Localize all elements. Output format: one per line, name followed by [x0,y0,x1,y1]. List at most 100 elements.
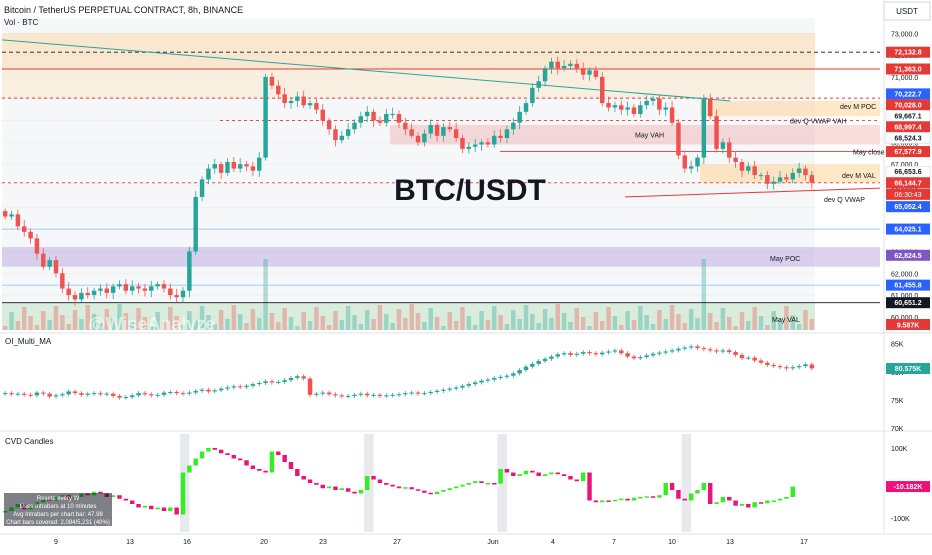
volume-bar [168,307,173,330]
price-candle [587,70,592,75]
time-tick-label: 20 [260,539,268,546]
price-badge [886,121,930,133]
cvd-candle [638,497,643,499]
cvd-candle [117,495,122,499]
price-candle [225,162,230,173]
price-candle [22,226,27,232]
level-annotation: May VAH [635,133,664,140]
price-candle [403,122,408,130]
oi-candle [225,387,230,389]
volume-bar [72,310,78,330]
volume-bar [619,325,624,330]
volume-bar [269,313,275,330]
cvd-candle [765,500,770,504]
oi-candle [117,395,122,398]
volume-bar [523,305,529,330]
price-candle [187,251,192,291]
volume-bar [695,318,700,330]
price-candle [422,133,427,143]
oi-candle [180,393,186,395]
oi-candle [384,395,389,397]
cvd-candle [727,497,732,501]
trendline [1,39,731,102]
price-candle [301,96,306,106]
oi-tick-label: 85K [891,342,904,349]
volume-bar [492,306,497,330]
oi-candle [606,351,611,353]
cvd-candle [129,500,135,504]
volume-bar [612,316,618,330]
cvd-candle [288,462,294,469]
oi-candle [758,360,764,363]
price-candle [453,129,459,138]
price-badge [885,132,931,144]
price-candle [638,105,643,114]
trendline [624,187,881,198]
cvd-candle [625,498,630,501]
volume-bar [466,316,472,330]
oi-candle [41,392,46,394]
price-candle [212,164,218,169]
price-candle [326,120,332,130]
cvd-tick-label: -100K [891,516,910,523]
oi-candle [485,379,491,381]
volume-bar [777,320,783,330]
volume-bar [453,321,459,330]
cvd-tick-label: 100K [891,446,908,453]
price-badge-label: 66,144.7 [894,180,921,187]
price-candle [631,107,637,114]
oi-candle [231,386,237,388]
volume-bar [498,315,503,330]
oi-candle [701,348,707,350]
cvd-candle [301,476,306,480]
oi-candle [790,367,795,369]
price-candle [561,66,567,69]
supply-zone [2,68,815,99]
volume-bar [530,314,535,330]
oi-candle [428,392,433,394]
cvd-candle [187,465,192,473]
oi-candle [460,385,465,388]
oi-pane-title: OI_Multi_MA [5,337,52,346]
cvd-candle [466,483,472,485]
price-candle [250,166,256,171]
volume-bar [149,326,154,330]
price-badge-label: 67,577.9 [894,149,921,156]
cvd-pane-title: CVD Candles [5,437,53,446]
cvd-candle [263,470,268,473]
oi-candle [282,380,287,382]
volume-bar [415,313,421,330]
volume-bar [644,315,649,330]
price-candle [307,103,313,106]
price-candle [390,114,395,115]
volume-bar [580,317,586,330]
may-val-zone [2,302,815,330]
volume-bar [606,307,611,330]
oi-candle [707,349,713,351]
price-badge [886,63,930,75]
price-badge [886,99,930,111]
settings-info-box: Resets every W Uses Intrabars at 10 minu… [4,493,112,526]
price-candle [180,290,186,298]
cvd-candle [599,500,605,503]
cvd-candle [631,497,637,501]
cvd-candle [701,483,707,490]
oi-candle [561,353,567,355]
price-candle [701,98,707,158]
volume-bar [79,319,84,330]
oi-candle [676,348,681,351]
price-candle [288,100,294,104]
volume-label: Vol · BTC [4,18,38,27]
currency-badge[interactable]: USDT [883,1,931,21]
volume-bar [15,321,21,330]
cvd-candle [752,502,757,508]
oi-candle [472,382,478,385]
oi-candle [720,350,726,352]
volume-bar [117,304,122,330]
cvd-candle [98,491,103,494]
oi-candle [85,393,90,395]
volume-bar [225,319,230,330]
cvd-candle [174,507,179,515]
price-candle [676,122,681,156]
